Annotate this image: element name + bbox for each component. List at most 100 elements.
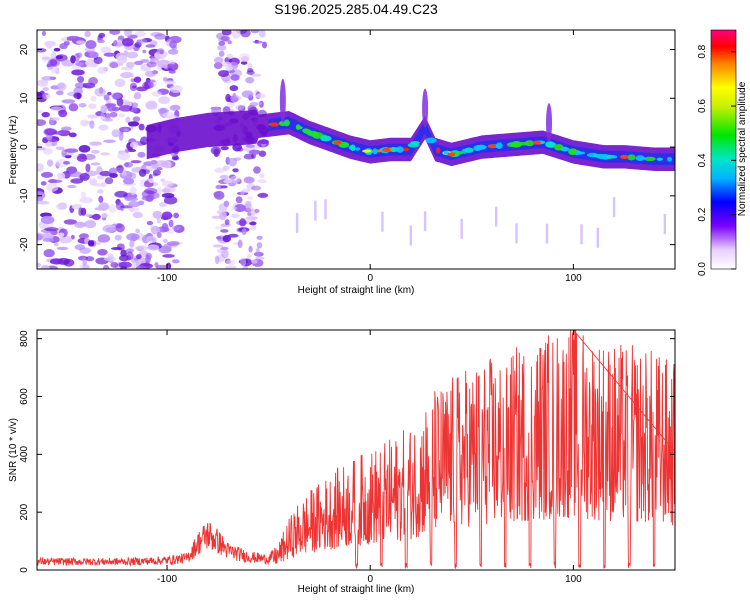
snr-y-tick-label: 400 (19, 446, 30, 463)
noise-blob (37, 109, 44, 114)
noise-blob (98, 124, 109, 131)
noise-blob (40, 171, 54, 178)
noise-streak (545, 223, 549, 244)
noise-blob (147, 244, 160, 251)
noise-blob (250, 30, 260, 34)
noise-blob (70, 55, 76, 64)
ridge-spike (422, 88, 429, 128)
ridge-hotspot (362, 149, 372, 153)
spectrogram-y-tick-label: 0 (19, 144, 30, 150)
snr-y-tick-label: 0 (19, 567, 30, 573)
noise-blob (114, 78, 126, 88)
noise-blob (40, 233, 54, 240)
noise-blob (245, 76, 255, 84)
noise-blob (253, 166, 261, 174)
noise-blob (242, 188, 251, 193)
noise-blob (158, 201, 167, 208)
noise-blob (167, 64, 177, 69)
noise-blob (138, 38, 148, 44)
noise-blob (133, 92, 142, 100)
noise-blob (58, 232, 65, 238)
colorbar: 0.0 0.2 0.4 0.6 0.8 Normalized spectral ampl… (697, 29, 748, 276)
noise-blob (164, 80, 176, 85)
noise-blob (81, 191, 86, 199)
noise-blob (145, 100, 158, 110)
noise-blob (89, 141, 102, 146)
noise-blob (131, 102, 139, 108)
noise-blob (127, 121, 140, 127)
noise-blob (68, 103, 79, 112)
noise-blob (55, 55, 64, 60)
snr-frame (36, 329, 676, 571)
noise-blob (156, 48, 165, 55)
colorbar-tick-label: 0.8 (697, 44, 708, 58)
snr-y-label: SNR (10 * v/v) (8, 418, 19, 482)
noise-blob (111, 92, 122, 100)
noise-blob (247, 212, 252, 217)
noise-blob (247, 196, 253, 200)
ridge-spike (546, 103, 553, 143)
ridge-hotspot (635, 155, 645, 162)
ridge-peak (447, 152, 456, 157)
noise-blob (61, 126, 72, 131)
snr-y-tick-label: 200 (19, 503, 30, 520)
noise-blob (162, 254, 175, 258)
noise-blob (238, 53, 251, 62)
ridge-hotspot (279, 120, 287, 127)
ridge-hotspot (667, 156, 672, 162)
noise-blob (168, 219, 174, 228)
noise-blob (225, 66, 234, 71)
noise-blob (115, 201, 124, 211)
noise-blob (103, 94, 110, 101)
noise-blob (157, 59, 171, 69)
snr-x-tick-label: 0 (367, 574, 373, 585)
noise-blob (85, 213, 93, 218)
noise-blob (221, 30, 232, 36)
noise-blob (123, 128, 129, 132)
noise-blob (70, 178, 84, 184)
noise-blob (259, 172, 265, 179)
noise-blob (73, 92, 82, 99)
noise-blob (98, 32, 106, 38)
noise-blob (37, 196, 44, 202)
noise-blob (235, 104, 244, 111)
ridge-hotspot (425, 137, 437, 144)
snr-x-ticks: -100 0 100 (157, 330, 582, 585)
noise-blob (59, 43, 68, 50)
ridge-hotspot (644, 156, 656, 162)
noise-blob (37, 200, 50, 205)
ridge-hotspot (407, 142, 420, 148)
noise-blob (230, 74, 240, 81)
noise-blob (107, 91, 112, 96)
noise-blob (218, 50, 225, 57)
noise-blob (163, 196, 178, 205)
ridge-hotspot (627, 154, 636, 161)
noise-blob (129, 141, 139, 148)
spectrogram-y-tick-label: -20 (19, 237, 30, 252)
ridge-hotspot (495, 142, 503, 149)
noise-blob (234, 204, 246, 213)
noise-blob (247, 62, 253, 70)
noise-blob (135, 228, 141, 234)
spectrogram-ridge (146, 78, 675, 171)
noise-blob (118, 113, 126, 118)
noise-blob (84, 220, 97, 229)
noise-blob (121, 171, 127, 176)
noise-blob (117, 152, 131, 161)
noise-blob (90, 162, 101, 166)
noise-blob (256, 235, 263, 240)
noise-blob (55, 158, 69, 168)
spectrogram-frame (36, 29, 676, 270)
ridge-hotspot (560, 147, 570, 152)
ridge-peak (382, 147, 391, 152)
noise-blob (87, 103, 97, 109)
noise-blob (93, 56, 103, 65)
noise-blob (126, 248, 134, 253)
noise-blob (220, 61, 232, 67)
noise-blob (98, 195, 104, 203)
noise-blob (126, 51, 139, 59)
noise-blob (113, 40, 118, 47)
noise-blob (97, 67, 107, 75)
noise-blob (97, 39, 105, 44)
